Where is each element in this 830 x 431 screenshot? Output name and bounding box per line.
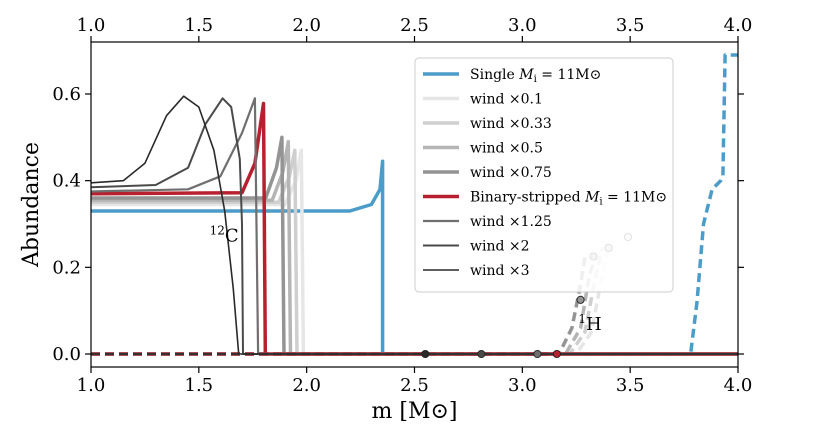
annotation-0: 12C (210, 223, 239, 246)
legend-label-4: wind ×0.75 (470, 165, 552, 181)
legend-box (414, 57, 674, 293)
legend-label-2: wind ×0.33 (470, 116, 552, 132)
legend-label-8: wind ×3 (470, 263, 530, 279)
x-tick-label-top-4: 3.0 (508, 15, 537, 36)
x-tick-label-top-2: 2.0 (292, 15, 321, 36)
carbon-line-8 (90, 95, 738, 355)
x-tick-label-top-1: 1.5 (185, 15, 214, 36)
x-tick-label-bottom-4: 3.0 (508, 375, 537, 396)
hydrogen-marker-4 (576, 295, 585, 304)
y-tick-label-1: 0.2 (52, 257, 81, 278)
legend: Single Mi = 11M⊙ wind ×0.1 wind ×0.33 wind … (414, 57, 674, 293)
x-tick-label-bottom-0: 1.0 (77, 375, 106, 396)
x-tick-label-top-3: 2.5 (400, 15, 429, 36)
legend-label-1: wind ×0.1 (470, 92, 543, 108)
annotations: 12C 1H (210, 223, 602, 335)
x-tick-label-top-0: 1.0 (77, 15, 106, 36)
legend-label-7: wind ×2 (470, 239, 530, 255)
hydrogen-line-0 (91, 53, 738, 356)
hydrogen-marker-0 (421, 349, 430, 359)
hydrogen-marker-3 (552, 349, 561, 359)
y-tick-label-0: 0.0 (52, 344, 81, 365)
y-tick-label-3: 0.6 (52, 84, 81, 105)
hydrogen-marker-2 (533, 349, 542, 359)
x-tick-label-bottom-6: 4.0 (724, 375, 753, 396)
legend-label-3: wind ×0.5 (470, 141, 543, 157)
x-tick-label-bottom-1: 1.5 (185, 375, 214, 396)
legend-label-5: Binary-stripped Mi = 11M⊙ (470, 190, 667, 208)
annotation-1: 1H (578, 312, 601, 335)
x-tick-label-top-5: 3.5 (616, 15, 645, 36)
legend-label-0: Single Mi = 11M⊙ (470, 67, 601, 85)
hydrogen-marker-1 (477, 349, 486, 359)
axis-ticks: 1.0 1.0 1.5 1.5 2.0 2.0 2.5 2.5 3.0 3.0 3.5 3.5 4.0 4… (52, 15, 752, 396)
x-axis-label: m [M⊙] (372, 399, 458, 424)
legend-label-6: wind ×1.25 (470, 214, 552, 230)
y-axis-label: Abundance (19, 142, 44, 268)
hydrogen-line-2 (91, 247, 604, 356)
carbon-line-7 (90, 97, 738, 355)
y-tick-label-2: 0.4 (52, 171, 81, 192)
plot-lines (90, 53, 738, 359)
x-tick-label-bottom-5: 3.5 (616, 375, 645, 396)
x-tick-label-bottom-2: 2.0 (292, 375, 321, 396)
x-tick-label-bottom-3: 2.5 (400, 375, 429, 396)
x-tick-label-top-6: 4.0 (724, 15, 753, 36)
